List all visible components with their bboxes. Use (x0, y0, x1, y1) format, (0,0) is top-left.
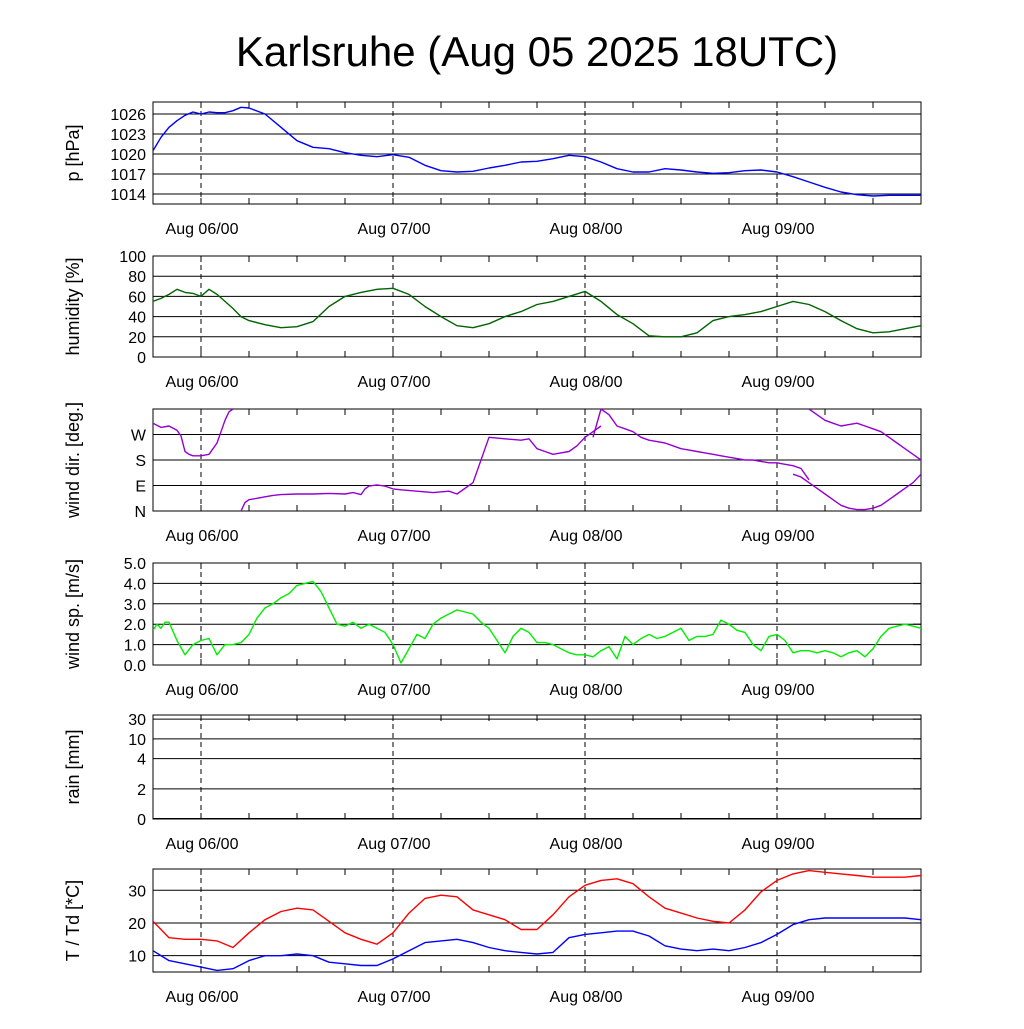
x-tick-label: Aug 06/00 (166, 989, 239, 1006)
series-line-3 (792, 473, 921, 511)
x-tick-label: Aug 08/00 (550, 374, 623, 391)
x-tick-label: Aug 09/00 (742, 836, 815, 853)
x-tick-label: Aug 07/00 (358, 836, 431, 853)
y-tick-label: 20 (128, 330, 146, 347)
series-line-0 (153, 580, 921, 664)
y-tick-label: 2.0 (124, 617, 146, 634)
x-tick-label: Aug 08/00 (550, 989, 623, 1006)
series-line-0 (153, 409, 234, 457)
series-line-2 (592, 409, 810, 481)
panel-frame (152, 562, 922, 666)
y-tick-label: 30 (128, 712, 146, 729)
y-tick-label: 1.0 (124, 638, 146, 655)
x-tick-label: Aug 07/00 (358, 528, 431, 545)
y-tick-label: 60 (128, 289, 146, 306)
y-tick-label: 5.0 (124, 556, 146, 573)
x-tick-label: Aug 08/00 (550, 528, 623, 545)
y-tick-label: 0 (137, 350, 146, 367)
x-tick-label: Aug 06/00 (166, 528, 239, 545)
y-tick-label: 1026 (110, 107, 146, 124)
x-tick-label: Aug 09/00 (742, 528, 815, 545)
y-axis-label: rain [mm] (63, 729, 83, 804)
series-line-0 (153, 106, 921, 197)
panel-frame (152, 714, 922, 820)
y-tick-label: N (134, 504, 146, 521)
y-tick-label: 1017 (110, 167, 146, 184)
series-line-4 (808, 409, 921, 461)
x-tick-label: Aug 06/00 (166, 374, 239, 391)
y-tick-label: E (135, 479, 146, 496)
x-tick-label: Aug 06/00 (166, 221, 239, 238)
y-axis-label: p [hPa] (63, 124, 83, 181)
y-tick-label: S (135, 453, 146, 470)
y-tick-label: 0.0 (124, 658, 146, 675)
y-axis-label: wind sp. [m/s] (63, 559, 83, 670)
series-line-0 (153, 869, 921, 949)
y-tick-label: 4 (137, 752, 146, 769)
y-tick-label: 0 (137, 812, 146, 829)
y-axis-label: wind dir. [deg.] (63, 402, 83, 519)
y-tick-label: 10 (128, 949, 146, 966)
x-tick-label: Aug 07/00 (358, 989, 431, 1006)
y-tick-label: 100 (119, 249, 146, 266)
panel-frame (152, 255, 922, 358)
y-tick-label: 40 (128, 310, 146, 327)
series-line-0 (153, 287, 921, 338)
y-tick-label: 3.0 (124, 597, 146, 614)
y-tick-label: 30 (128, 883, 146, 900)
x-tick-label: Aug 09/00 (742, 682, 815, 699)
y-tick-label: 80 (128, 269, 146, 286)
y-tick-label: 10 (128, 732, 146, 749)
y-tick-label: 1023 (110, 127, 146, 144)
y-tick-label: 1020 (110, 147, 146, 164)
x-tick-label: Aug 07/00 (358, 374, 431, 391)
x-tick-label: Aug 09/00 (742, 989, 815, 1006)
y-axis-label: T / Td [*C] (63, 880, 83, 961)
chart-title: Karlsruhe (Aug 05 2025 18UTC) (236, 28, 838, 75)
x-tick-label: Aug 06/00 (166, 836, 239, 853)
x-tick-label: Aug 06/00 (166, 682, 239, 699)
x-tick-label: Aug 08/00 (550, 836, 623, 853)
x-tick-label: Aug 08/00 (550, 682, 623, 699)
x-tick-label: Aug 09/00 (742, 374, 815, 391)
y-tick-label: 4.0 (124, 576, 146, 593)
x-tick-label: Aug 08/00 (550, 221, 623, 238)
x-tick-label: Aug 07/00 (358, 682, 431, 699)
series-line-1 (240, 425, 602, 511)
y-tick-label: 20 (128, 916, 146, 933)
y-tick-label: 1014 (110, 187, 146, 204)
y-tick-label: 2 (137, 782, 146, 799)
y-tick-label: W (131, 428, 147, 445)
x-tick-label: Aug 09/00 (742, 221, 815, 238)
series-line-1 (153, 917, 921, 972)
y-axis-label: humidity [%] (63, 257, 83, 355)
x-tick-label: Aug 07/00 (358, 221, 431, 238)
